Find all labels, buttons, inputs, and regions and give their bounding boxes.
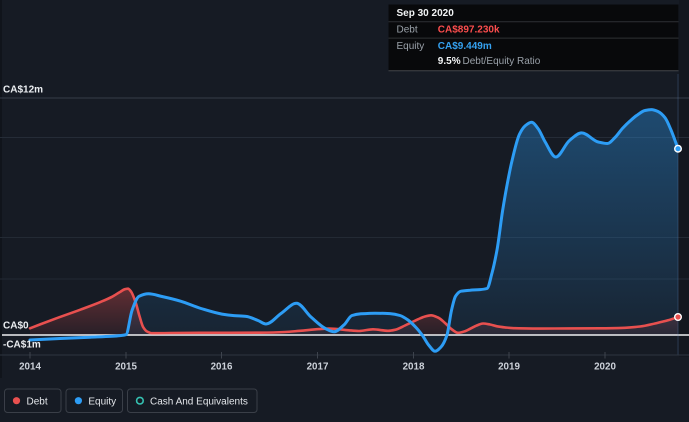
svg-text:CA$897.230k: CA$897.230k (438, 25, 500, 36)
svg-text:2016: 2016 (211, 362, 233, 373)
svg-text:Sep 30 2020: Sep 30 2020 (397, 8, 455, 19)
svg-text:Equity: Equity (397, 41, 425, 52)
svg-text:2015: 2015 (115, 362, 137, 373)
svg-text:Debt: Debt (397, 25, 418, 36)
svg-text:CA$9.449m: CA$9.449m (438, 41, 492, 52)
svg-text:CA$0: CA$0 (3, 321, 29, 332)
svg-text:Debt: Debt (27, 396, 48, 407)
svg-text:2020: 2020 (594, 362, 616, 373)
svg-text:Debt/Equity Ratio: Debt/Equity Ratio (463, 56, 541, 67)
svg-text:Cash And Equivalents: Cash And Equivalents (150, 396, 248, 407)
svg-text:Equity: Equity (88, 396, 116, 407)
svg-text:2019: 2019 (498, 362, 520, 373)
svg-text:2014: 2014 (19, 362, 41, 373)
svg-text:2018: 2018 (403, 362, 425, 373)
svg-text:2017: 2017 (307, 362, 329, 373)
svg-text:CA$12m: CA$12m (3, 85, 43, 96)
svg-text:9.5%: 9.5% (438, 56, 461, 67)
svg-text:-CA$1m: -CA$1m (3, 340, 41, 351)
